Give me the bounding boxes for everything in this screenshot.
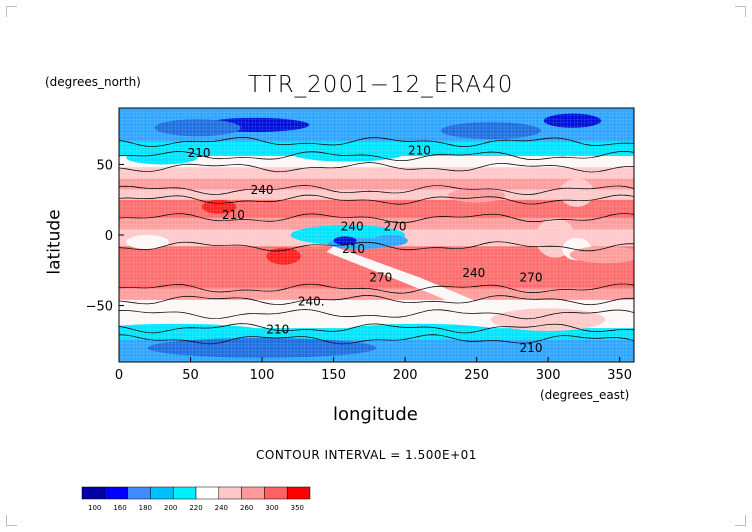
contour-label: 210 [266,323,289,337]
colorbar-swatch [195,486,220,500]
x-tick-label: 100 [250,368,275,383]
colorbar-swatch [150,486,174,500]
y-tick-label: 0 [105,229,113,244]
contour-label: 240. [298,294,325,308]
x-tick-label: 250 [464,368,489,383]
colorbar-label: 180 [139,504,152,512]
contour-label: 210 [342,242,365,256]
corner-mark-top-left [6,6,17,17]
contour-label: 270 [369,270,392,284]
colorbar-swatch [127,486,151,500]
contour-label: 210 [520,341,543,355]
x-tick-label: 300 [536,368,561,383]
y-tick-label: −50 [86,300,113,315]
corner-mark-bottom-right [735,515,746,526]
x-tick-label: 50 [182,368,199,383]
corner-mark-top-right [735,6,746,17]
colorbar-swatch [264,486,288,500]
contour-label: 270 [520,270,543,284]
contour-label: 210 [222,208,245,222]
chart-title: TTR_2001−12_ERA40 [248,72,514,98]
contour-label: 210 [188,146,211,160]
y-axis-units: (degrees_north) [45,75,141,89]
colorbar-swatch [81,486,106,500]
colorbar-swatch [172,486,197,500]
x-tick-label: 150 [321,368,346,383]
contour-interval-note: CONTOUR INTERVAL = 1.500E+01 [256,448,477,462]
contour-label: 240 [462,266,485,280]
x-tick-label: 0 [115,368,123,383]
y-tick-label: 50 [96,158,113,173]
colorbar-swatch [286,486,311,500]
colorbar-label: 350 [291,504,304,512]
x-axis-units: (degrees_east) [540,388,630,402]
colorbar-swatch [241,486,265,500]
colorbar-label: 220 [189,504,202,512]
colorbar-swatch [104,486,128,500]
field-layer: 210 210 240 210 240 270 270 240 270 240. 210 210 210 [119,108,634,362]
x-tick-label: 200 [393,368,418,383]
x-axis-label: longitude [333,404,418,425]
contour-label: 240 [341,220,364,234]
x-tick-label: 350 [607,368,632,383]
colorbar-swatch [218,486,242,500]
contour-label: 210 [408,143,431,157]
colorbar-label: 300 [265,504,278,512]
contour-label: 240 [251,183,274,197]
grid-overlay [119,108,634,362]
colorbar-label: 160 [113,504,126,512]
colorbar-label: 100 [88,504,101,512]
contour-label: 270 [384,220,407,234]
colorbar-label: 240 [215,504,228,512]
colorbar-label: 260 [240,504,253,512]
colorbar-label: 200 [164,504,177,512]
corner-mark-bottom-left [6,515,17,526]
